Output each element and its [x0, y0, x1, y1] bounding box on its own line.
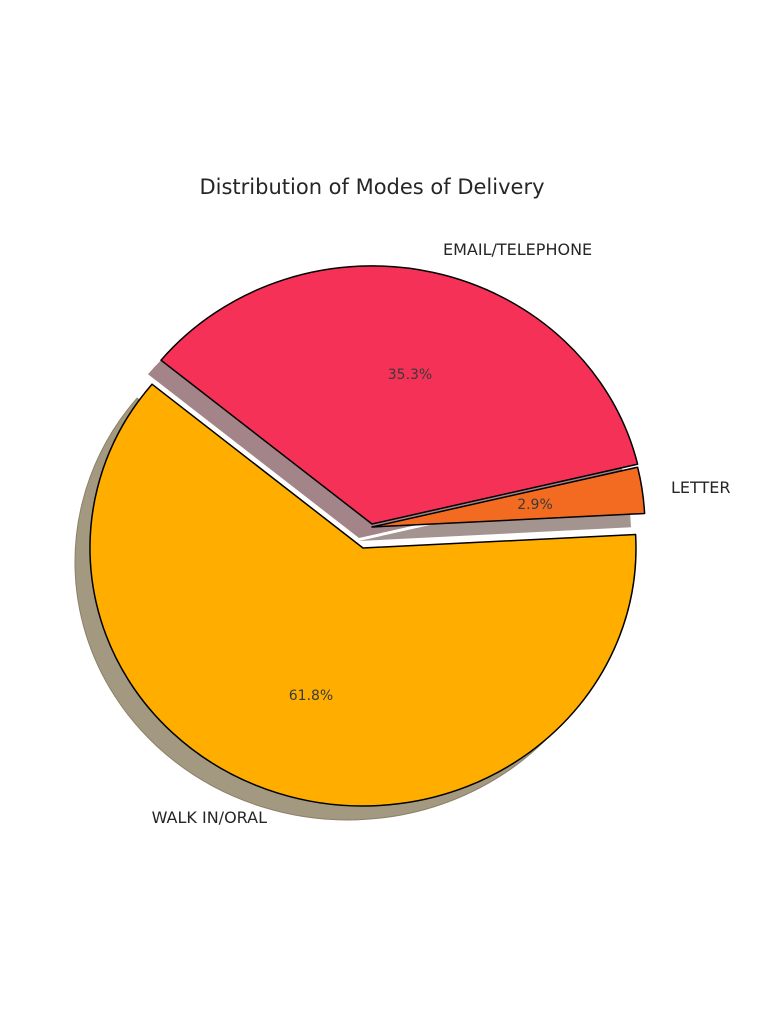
slice-email[interactable] [160, 265, 639, 525]
chart-title: Distribution of Modes of Delivery [199, 175, 544, 199]
pie-slices [89, 265, 646, 807]
pct-label-letter: 2.9% [517, 497, 553, 513]
category-label-email: EMAIL/TELEPHONE [443, 240, 592, 259]
pct-label-email: 35.3% [388, 367, 432, 383]
category-label-walk-in: WALK IN/ORAL [152, 808, 267, 827]
slice-walk-in[interactable] [89, 383, 637, 807]
pct-label-walk-in: 61.8% [289, 688, 333, 704]
category-label-letter: LETTER [671, 478, 731, 497]
slice-letter[interactable] [371, 466, 646, 528]
